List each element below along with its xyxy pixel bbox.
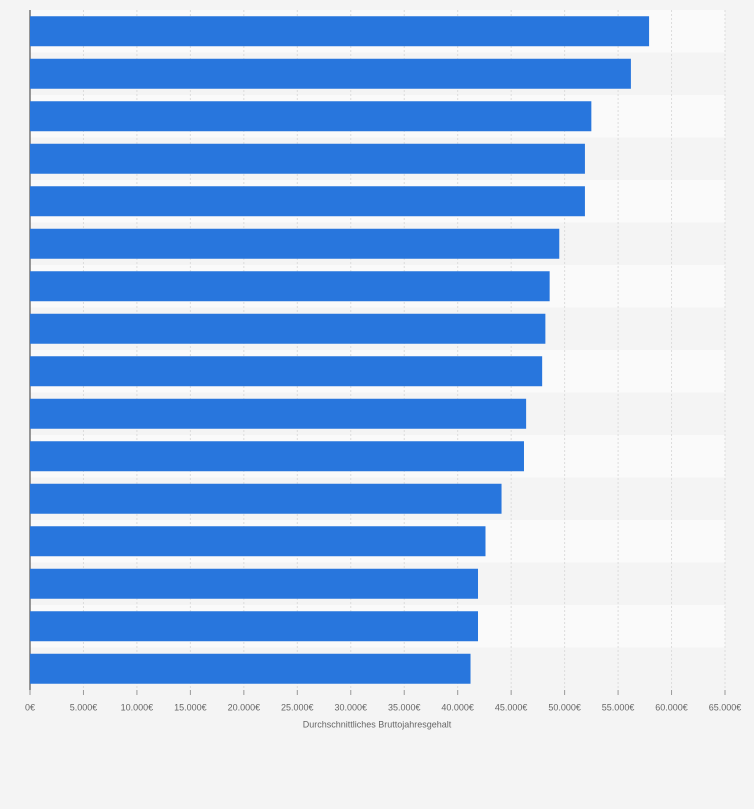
bar <box>30 143 585 174</box>
bar <box>30 483 502 514</box>
bar <box>30 356 543 387</box>
bar <box>30 398 527 429</box>
x-tick-label: 40.000€ <box>441 702 474 712</box>
x-tick-label: 35.000€ <box>388 702 421 712</box>
x-tick-label: 55.000€ <box>602 702 635 712</box>
x-tick-label: 50.000€ <box>548 702 581 712</box>
bar <box>30 653 471 684</box>
x-tick-label: 65.000€ <box>709 702 742 712</box>
x-tick-label: 20.000€ <box>228 702 261 712</box>
bar <box>30 101 592 132</box>
bar <box>30 58 631 89</box>
x-tick-label: 45.000€ <box>495 702 528 712</box>
bar <box>30 271 550 302</box>
bar <box>30 313 546 344</box>
bar <box>30 526 486 557</box>
x-axis-title: Durchschnittliches Bruttojahresgehalt <box>303 719 452 729</box>
bar <box>30 186 585 217</box>
bar <box>30 441 524 472</box>
x-tick-label: 5.000€ <box>70 702 98 712</box>
x-tick-label: 25.000€ <box>281 702 314 712</box>
x-tick-label: 0€ <box>25 702 35 712</box>
x-tick-label: 15.000€ <box>174 702 207 712</box>
bar <box>30 228 560 259</box>
bar <box>30 568 479 599</box>
bar <box>30 16 650 47</box>
x-tick-label: 10.000€ <box>121 702 154 712</box>
x-tick-label: 60.000€ <box>655 702 688 712</box>
x-tick-label: 30.000€ <box>334 702 367 712</box>
bar <box>30 611 479 642</box>
